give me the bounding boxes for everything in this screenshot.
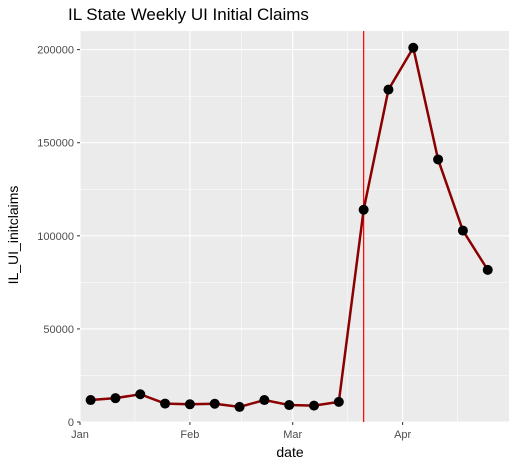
y-axis-title: IL_UI_initclaims [5,186,21,285]
x-axis-title: date [276,444,303,460]
y-tick-label: 0 [68,417,74,429]
data-point [284,400,295,411]
data-point [358,204,369,215]
x-tick-label: Jan [71,429,89,441]
data-point [309,400,319,411]
y-tick-label: 100000 [37,231,74,243]
y-tick-label: 200000 [37,45,74,57]
data-point [457,225,468,236]
x-axis-ticks: Jan Feb Mar Apr [71,422,412,441]
data-point [408,42,419,53]
data-point [209,398,220,409]
data-point [482,264,493,275]
chart-title: IL State Weekly UI Initial Claims [68,5,309,24]
data-point [259,395,270,406]
grid-major [79,31,509,423]
plot-panel [80,31,509,422]
data-point [234,401,245,412]
data-point [160,398,171,409]
data-point [433,154,444,165]
data-point [184,399,195,410]
data-point [85,395,96,406]
grid-minor [80,31,509,422]
x-tick-label: Apr [394,429,411,441]
data-point [333,396,344,407]
y-tick-label: 50000 [43,324,74,336]
data-point [383,84,394,95]
data-point [110,393,121,404]
y-axis-ticks: 0 50000 100000 150000 200000 [37,45,80,429]
x-tick-label: Mar [283,429,302,441]
points-layer [85,42,493,412]
y-tick-label: 150000 [37,138,74,150]
data-point [135,389,146,400]
x-tick-label: Feb [180,429,199,441]
